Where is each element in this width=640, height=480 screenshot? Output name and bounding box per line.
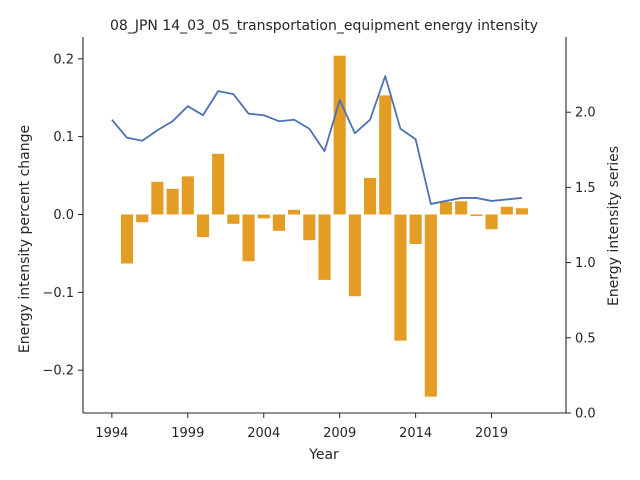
x-axis-title: Year bbox=[308, 447, 339, 463]
x-tick-label: 2004 bbox=[247, 426, 280, 441]
bar bbox=[515, 208, 529, 215]
bar bbox=[136, 214, 149, 223]
bar bbox=[212, 153, 225, 215]
x-tick-label: 2009 bbox=[323, 426, 356, 441]
bar bbox=[363, 177, 377, 215]
bar bbox=[379, 95, 392, 215]
y-axis-left-title: Energy intensity percent change bbox=[17, 125, 33, 353]
x-tick-label: 1994 bbox=[95, 426, 128, 441]
x-tick-label: 1999 bbox=[171, 426, 204, 441]
y-right-tick-label: 1.5 bbox=[575, 181, 596, 196]
y-axis-right-title: Energy intensity series bbox=[606, 146, 622, 306]
line-layer bbox=[111, 75, 523, 205]
bar bbox=[485, 214, 498, 230]
bars-layer bbox=[120, 55, 529, 397]
bar bbox=[181, 176, 194, 215]
bar bbox=[424, 214, 437, 397]
bar bbox=[227, 214, 240, 224]
bar bbox=[303, 214, 316, 241]
bar bbox=[455, 201, 468, 215]
bar bbox=[470, 214, 483, 217]
y-left-tick-label: 0.0 bbox=[53, 208, 74, 223]
ticks-layer: 1994 1999 2004 2009 2014 2019 −0.2 −0.1 0.0 0.1 0.… bbox=[42, 52, 595, 441]
y-right-tick-label: 0.5 bbox=[575, 331, 596, 346]
bar bbox=[500, 206, 513, 215]
axes-layer bbox=[82, 37, 567, 414]
y-right-tick-label: 0.0 bbox=[575, 407, 596, 422]
y-left-tick-label: 0.2 bbox=[53, 52, 74, 67]
y-left-tick-label: −0.2 bbox=[42, 364, 74, 379]
bar bbox=[151, 181, 164, 215]
bar bbox=[394, 214, 407, 341]
bar bbox=[242, 214, 255, 262]
bar bbox=[166, 188, 179, 215]
bar bbox=[272, 214, 286, 231]
bar bbox=[348, 214, 361, 297]
series-line bbox=[111, 75, 523, 205]
bar bbox=[409, 214, 422, 245]
y-left-tick-label: −0.1 bbox=[42, 286, 74, 301]
bar bbox=[120, 214, 134, 264]
y-left-tick-label: 0.1 bbox=[53, 130, 74, 145]
x-tick-label: 2019 bbox=[475, 426, 508, 441]
x-tick-label: 2014 bbox=[399, 426, 432, 441]
chart-title: 08_JPN 14_03_05_transportation_equipment… bbox=[110, 18, 538, 34]
y-right-tick-label: 2.0 bbox=[575, 106, 596, 121]
bar bbox=[288, 209, 301, 215]
bar bbox=[333, 55, 346, 215]
bar bbox=[439, 202, 453, 215]
bar bbox=[318, 214, 331, 280]
y-right-tick-label: 1.0 bbox=[575, 256, 596, 271]
bar bbox=[196, 214, 210, 238]
bar bbox=[257, 214, 270, 219]
